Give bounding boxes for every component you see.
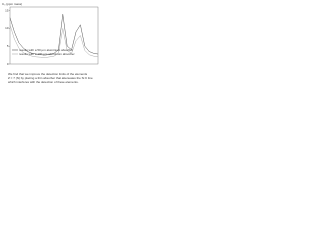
caption-line: Z = 7 (N) by placing a thin absorber tha… xyxy=(8,76,93,80)
caption-line: which interferes with the detection of t… xyxy=(8,80,79,84)
caption-line: We find that we improve the detection li… xyxy=(8,72,88,76)
chart: C₀ (ppm mass) 0 5 10 15 results with a 50 µm… xyxy=(2,2,99,84)
page: {"chart_data": {"type": "line", "y_label… xyxy=(0,0,100,99)
y-axis-label: C₀ (ppm mass) xyxy=(2,2,22,6)
y-tick-label: 5 xyxy=(7,44,9,48)
series-line xyxy=(9,14,99,56)
plot-frame xyxy=(9,6,99,65)
y-tick-label: 10 xyxy=(5,26,9,30)
legend-label: results with a 100 µm aluminium absorber xyxy=(19,52,75,56)
series-line xyxy=(9,24,99,58)
legend-label: results with a 50 µm aluminium absorber xyxy=(19,48,73,52)
y-tick-label: 15 xyxy=(5,8,9,12)
y-tick-label: 0 xyxy=(7,62,9,66)
